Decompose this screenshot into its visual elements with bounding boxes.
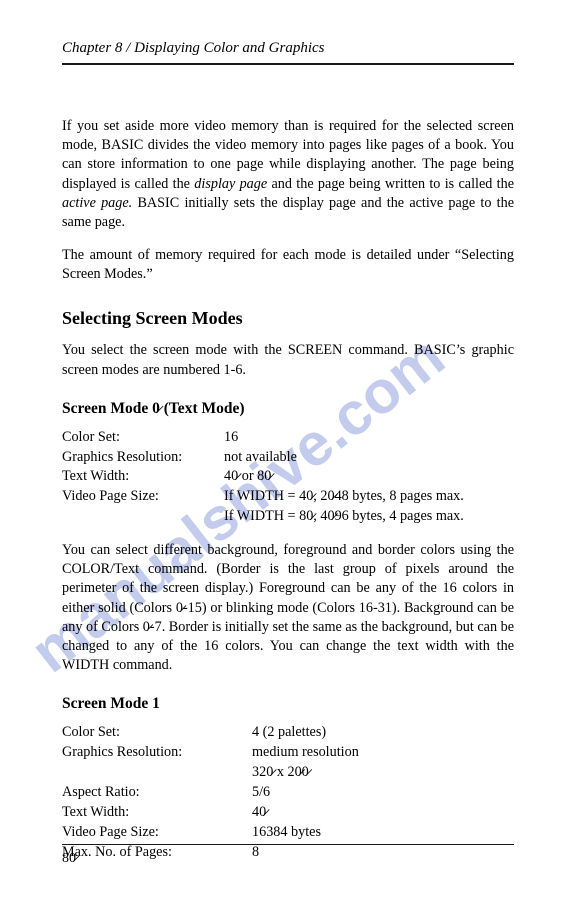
mode0-spec-table: Color Set: 16 Graphics Resolution: not a… — [62, 428, 514, 527]
spec-label — [62, 507, 224, 527]
body-text: and the page being written to is called … — [267, 176, 514, 192]
spec-label: Video Page Size: — [62, 823, 252, 843]
spec-value: 40̷ or 80̷ — [224, 467, 514, 487]
spec-value: 8 — [252, 843, 514, 863]
heading-screen-mode-1: Screen Mode 1 — [62, 695, 514, 713]
paragraph-2: The amount of memory required for each m… — [62, 246, 514, 284]
spec-value: 40̷ — [252, 803, 514, 823]
spec-label: Color Set: — [62, 723, 252, 743]
spec-value: 320̷ x 20̷0̷ — [252, 763, 514, 783]
spec-value: 5/6 — [252, 783, 514, 803]
spec-label: Graphics Resolution: — [62, 743, 252, 763]
chapter-header: Chapter 8 / Displaying Color and Graphic… — [62, 40, 514, 65]
spec-value: If WIDTH = 40̷, 20̷48 bytes, 8 pages max… — [224, 487, 514, 507]
spec-label — [62, 763, 252, 783]
spec-label: Video Page Size: — [62, 487, 224, 507]
spec-value: 4 (2 palettes) — [252, 723, 514, 743]
spec-value: If WIDTH = 80̷, 40̷96 bytes, 4 pages max… — [224, 507, 514, 527]
spec-label: Text Width: — [62, 467, 224, 487]
heading-screen-mode-0: Screen Mode 0̷ (Text Mode) — [62, 400, 514, 418]
spec-label: Graphics Resolution: — [62, 448, 224, 468]
spec-value: 16384 bytes — [252, 823, 514, 843]
spec-value: not available — [224, 448, 514, 468]
spec-value: medium resolution — [252, 743, 514, 763]
spec-label: Text Width: — [62, 803, 252, 823]
spec-label: Aspect Ratio: — [62, 783, 252, 803]
heading-selecting-screen-modes: Selecting Screen Modes — [62, 308, 514, 329]
paragraph-3: You select the screen mode with the SCRE… — [62, 341, 514, 379]
italic-term: display page — [194, 176, 267, 192]
spec-label: Max. No. of Pages: — [62, 843, 252, 863]
paragraph-4: You can select different background, for… — [62, 541, 514, 675]
italic-term: active page. — [62, 195, 132, 211]
spec-value: 16 — [224, 428, 514, 448]
paragraph-1: If you set aside more video memory than … — [62, 117, 514, 232]
spec-label: Color Set: — [62, 428, 224, 448]
mode1-spec-table: Color Set: 4 (2 palettes) Graphics Resol… — [62, 723, 514, 862]
